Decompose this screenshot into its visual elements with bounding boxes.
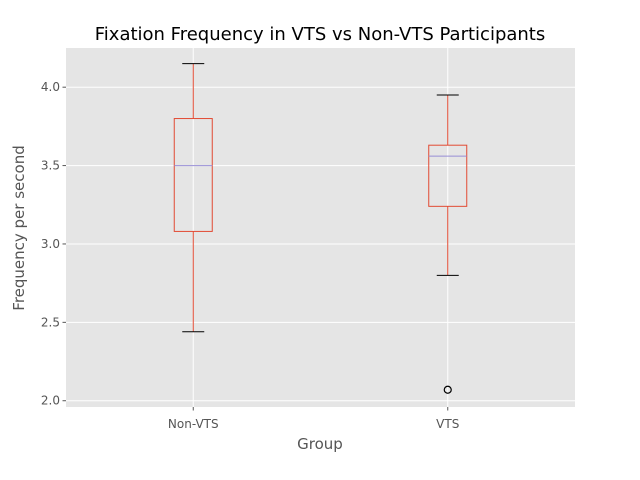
iqr-box — [428, 144, 468, 207]
outlier-point — [443, 385, 452, 394]
grid — [66, 48, 575, 407]
box-non-vts — [173, 63, 213, 333]
x-axis-label: Group — [297, 435, 343, 453]
x-tick-label: VTS — [436, 417, 459, 431]
x-ticks: Non-VTS VTS — [168, 407, 459, 431]
x-tick-label: Non-VTS — [168, 417, 219, 431]
iqr-box — [173, 118, 213, 232]
box-vts — [428, 94, 468, 394]
y-axis-label: Frequency per second — [10, 145, 28, 310]
y-tick-label: 3.0 — [41, 237, 60, 251]
plot-area — [66, 48, 575, 407]
boxes — [173, 63, 468, 394]
y-tick-label: 2.0 — [41, 394, 60, 408]
y-tick-label: 3.5 — [41, 159, 60, 173]
chart-title: Fixation Frequency in VTS vs Non-VTS Par… — [95, 24, 546, 45]
y-ticks: 2.0 2.5 3.0 3.5 4.0 — [41, 80, 66, 408]
y-tick-label: 2.5 — [41, 315, 60, 329]
y-tick-label: 4.0 — [41, 80, 60, 94]
